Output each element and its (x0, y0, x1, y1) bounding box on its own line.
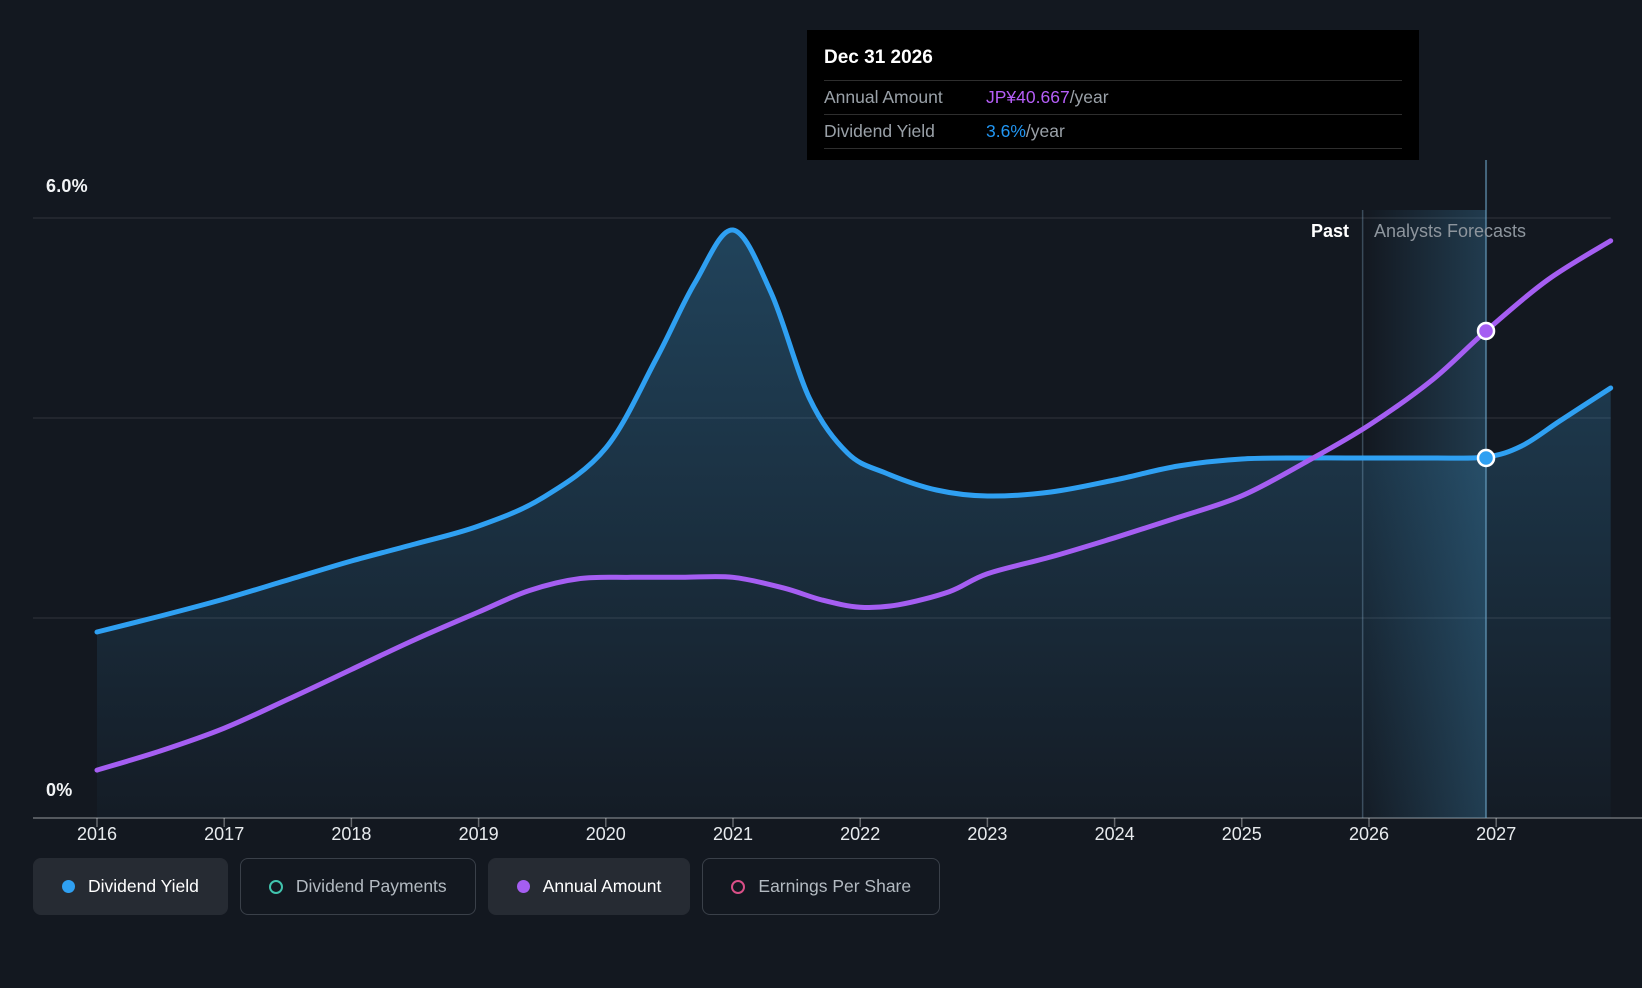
x-axis-label-2027: 2027 (1476, 824, 1517, 844)
forecast-band (1362, 210, 1487, 818)
x-axis-label-2020: 2020 (585, 824, 626, 844)
x-axis-label-2024: 2024 (1094, 824, 1135, 844)
x-axis-label-2016: 2016 (76, 824, 118, 844)
legend-toggle-dividend-payments[interactable]: Dividend Payments (239, 858, 476, 915)
tooltip-row-label: Dividend Yield (824, 121, 935, 141)
dividend-yield-line[interactable] (94, 227, 1614, 635)
legend: Dividend Yield Dividend Payments Annual Am… (33, 858, 941, 915)
legend-label: Earnings Per Share (758, 876, 912, 896)
analysts-forecasts-label: Analysts Forecasts (1374, 221, 1527, 241)
legend-label: Annual Amount (542, 876, 662, 896)
chart-tooltip: Dec 31 2026 Annual Amount JP¥40.667/year D… (807, 30, 1419, 160)
tooltip-row-annual-amount: Annual Amount JP¥40.667/year (824, 80, 1402, 114)
dividend-yield-area (97, 229, 1611, 818)
tooltip-row-dividend-yield: Dividend Yield 3.6%/year (824, 114, 1402, 149)
tooltip-row-value: JP¥40.667 (986, 87, 1070, 107)
legend-label: Dividend Payments (295, 876, 447, 896)
x-axis-label-2019: 2019 (458, 824, 499, 844)
legend-toggle-earnings-per-share[interactable]: Earnings Per Share (702, 858, 941, 915)
dividend-yield-marker[interactable] (1476, 448, 1496, 468)
x-axis-label-2022: 2022 (840, 824, 881, 844)
annual-amount-line[interactable] (94, 238, 1614, 773)
y-axis-label-top: 6.0% (46, 176, 88, 196)
tooltip-row-label: Annual Amount (824, 87, 943, 107)
earnings-per-share-marker-icon (731, 879, 746, 894)
legend-toggle-annual-amount[interactable]: Annual Amount (487, 858, 691, 915)
dividend-payments-marker-icon (268, 879, 283, 894)
legend-toggle-dividend-yield[interactable]: Dividend Yield (33, 858, 228, 915)
past-label: Past (1310, 221, 1349, 241)
dividend-yield-marker-icon (62, 880, 75, 893)
tooltip-row-value: 3.6% (986, 121, 1026, 141)
legend-label: Dividend Yield (88, 876, 199, 896)
x-axis-label-2023: 2023 (967, 824, 1008, 844)
tooltip-date: Dec 31 2026 (824, 47, 933, 68)
tooltip-row-suffix: /year (1069, 87, 1109, 107)
annual-amount-marker[interactable] (1476, 321, 1496, 341)
tooltip-row-suffix: /year (1025, 121, 1065, 141)
x-axis-label-2018: 2018 (331, 824, 372, 844)
y-axis-label-bottom: 0% (46, 780, 73, 800)
annual-amount-marker-icon (516, 880, 530, 893)
x-axis-label-2025: 2025 (1221, 824, 1262, 844)
x-axis-label-2026: 2026 (1348, 824, 1390, 844)
x-axis-label-2017: 2017 (204, 824, 245, 844)
x-axis-label-2021: 2021 (712, 824, 754, 844)
